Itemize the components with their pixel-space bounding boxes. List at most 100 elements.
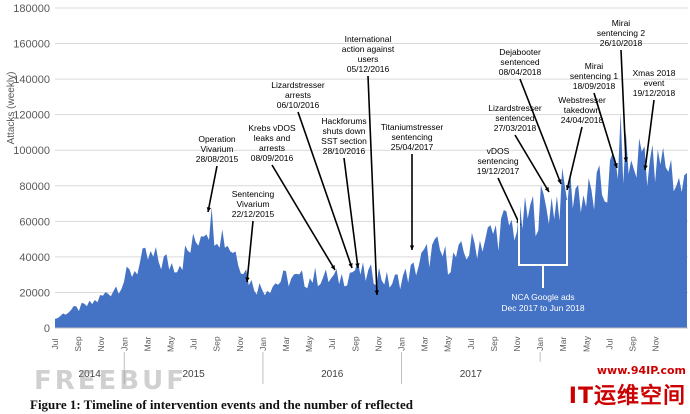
attacks-area-chart: 0 20000 40000 60000 80000 100000 120000 140000 1… <box>6 3 688 384</box>
bracket-label: NCA Google ads <box>511 292 574 302</box>
annotation-arrowhead <box>409 245 415 250</box>
annotation-line: SST section <box>321 136 367 146</box>
x-tick-label: May <box>304 335 314 352</box>
annotation-arrowhead <box>643 165 648 170</box>
x-tick-label: Nov <box>651 336 661 352</box>
annotation-line: 22/12/2015 <box>232 209 275 219</box>
annotation-arrowhead <box>355 263 360 268</box>
x-tick-label: Nov <box>235 336 245 352</box>
freebuf-watermark: FREEBUF <box>34 366 187 396</box>
annotation-line: International <box>345 34 392 44</box>
y-tick-label: 40000 <box>19 252 50 264</box>
annotation-arrow <box>593 92 618 169</box>
annotation-line: 24/04/2018 <box>561 115 604 125</box>
annotation-line: sentencing 2 <box>597 28 645 38</box>
x-tick-label: Sep <box>212 336 222 351</box>
annotation-arrow <box>644 99 655 171</box>
annotation-line: 25/04/2017 <box>391 142 434 152</box>
annotation-line: 06/10/2016 <box>277 100 320 110</box>
x-tick-label: Jul <box>604 338 614 349</box>
y-tick-label: 20000 <box>19 287 50 299</box>
annotation-line: shuts down <box>323 126 366 136</box>
annotation-line: 28/08/2015 <box>196 154 239 164</box>
attacks-area-series <box>55 113 687 328</box>
annotation-line: Vivarium <box>201 144 234 154</box>
annotation-line: sentenced <box>495 113 534 123</box>
annotation-line: arrests <box>285 90 311 100</box>
x-tick-label: May <box>581 335 591 352</box>
annotation-arrowhead <box>206 207 211 212</box>
year-label: 2017 <box>460 369 483 380</box>
annotation-line: sentencing <box>477 156 518 166</box>
annotation-arrow <box>620 49 627 163</box>
annotation-arrow <box>497 177 521 226</box>
annotation-arrow <box>519 78 562 185</box>
x-tick-label: Jul <box>50 338 60 349</box>
x-tick-label: Jan <box>397 337 407 351</box>
figure-caption: Figure 1: Timeline of intervention event… <box>30 397 413 412</box>
x-tick-label: Nov <box>512 336 522 352</box>
y-tick-label: 60000 <box>19 216 50 228</box>
x-tick-label: Sep <box>489 336 499 351</box>
x-tick-label: Sep <box>628 336 638 351</box>
annotation-line: Lizardstresser <box>271 80 325 90</box>
annotation-line: Hackforums <box>321 116 366 126</box>
x-tick-label: Jan <box>535 337 545 351</box>
x-tick-label: Nov <box>96 336 106 352</box>
annotation-arrow <box>367 75 378 296</box>
annotation-line: Sentencing <box>232 189 275 199</box>
annotation-arrow <box>343 157 359 269</box>
y-tick-label: 100000 <box>13 145 50 157</box>
annotation-line: Xmas 2018 <box>633 68 676 78</box>
y-tick-label: 120000 <box>13 110 50 122</box>
x-tick-label: Sep <box>350 336 360 351</box>
annotation-line: 28/10/2016 <box>323 146 366 156</box>
annotation-line: 08/09/2016 <box>251 153 294 163</box>
x-tick-label: Jul <box>327 338 337 349</box>
annotation-line: 05/12/2016 <box>347 64 390 74</box>
annotation-line: sentenced <box>500 57 539 67</box>
annotation-arrow <box>246 220 254 283</box>
annotation-line: action against <box>342 44 395 54</box>
y-tick-label: 80000 <box>19 181 50 193</box>
x-tick-label: May <box>166 335 176 352</box>
annotation-line: sentencing <box>391 132 432 142</box>
annotation-line: Krebs vDOS <box>248 123 296 133</box>
annotation-arrowhead <box>623 157 628 162</box>
annotation-line: arrests <box>259 143 285 153</box>
watermark-url: www.94IP.com <box>596 364 686 377</box>
y-tick-label: 160000 <box>13 39 50 51</box>
annotation-arrow <box>566 126 583 191</box>
year-label: 2014 <box>79 369 102 380</box>
annotation-line: 18/09/2018 <box>573 81 616 91</box>
annotation-arrowhead <box>613 163 618 168</box>
annotation-line: leaks and <box>254 133 291 143</box>
annotation-line: Dejabooter <box>499 47 541 57</box>
annotation-arrow <box>207 165 218 213</box>
annotation-line: Webstresser <box>558 95 606 105</box>
annotation-line: Titaniumstresser <box>381 122 444 132</box>
annotation-line: Operation <box>198 134 236 144</box>
annotation-line: sentencing 1 <box>570 71 618 81</box>
annotation-line: Mirai <box>612 18 631 28</box>
site-watermark: www.94IP.com IT运维空间 <box>528 362 690 414</box>
annotation-line: event <box>644 78 665 88</box>
x-tick-label: Jul <box>466 338 476 349</box>
annotation-arrowhead <box>374 290 379 295</box>
annotation-arrowhead <box>565 185 571 190</box>
y-tick-label: 140000 <box>13 74 50 86</box>
y-tick-label: 0 <box>44 323 50 335</box>
annotation-line: Lizardstresser <box>488 103 542 113</box>
y-axis-label: Attacks (weekly) <box>6 72 17 145</box>
x-tick-label: Jul <box>189 338 199 349</box>
x-tick-label: Mar <box>558 337 568 352</box>
annotation-line: takedown <box>564 105 601 115</box>
year-label: 2016 <box>321 369 344 380</box>
